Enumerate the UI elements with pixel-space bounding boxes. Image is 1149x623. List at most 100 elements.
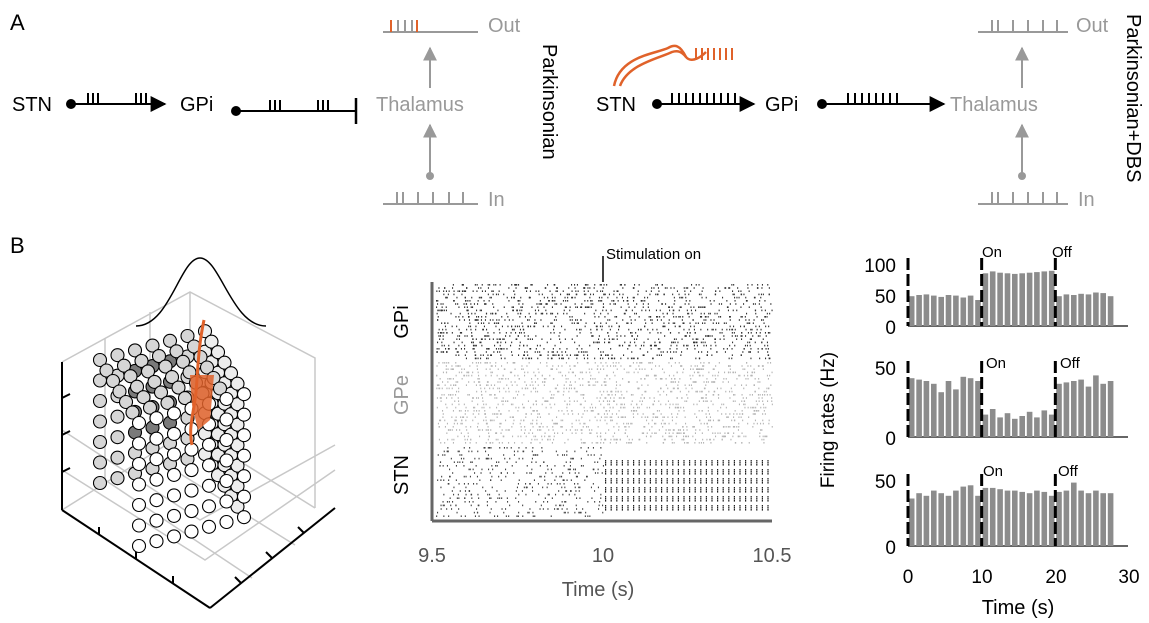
raster-spike bbox=[611, 325, 613, 328]
raster-spike bbox=[616, 368, 618, 370]
raster-spike bbox=[546, 426, 548, 428]
raster-spike bbox=[602, 357, 604, 360]
raster-spike bbox=[487, 426, 489, 428]
raster-spike bbox=[740, 306, 742, 308]
raster-spike bbox=[688, 316, 690, 318]
raster-spike bbox=[767, 348, 769, 350]
raster-spike bbox=[487, 287, 489, 289]
raster-spike bbox=[658, 429, 660, 431]
raster-spike bbox=[498, 387, 500, 390]
chart0-bar bbox=[982, 273, 989, 326]
raster-spike bbox=[740, 290, 742, 292]
raster-spike bbox=[644, 319, 646, 321]
raster-spike bbox=[767, 464, 769, 466]
raster-spike bbox=[517, 483, 519, 485]
raster-spike bbox=[473, 406, 475, 409]
raster-spike bbox=[534, 381, 536, 383]
raster-spike bbox=[703, 306, 705, 308]
raster-spike bbox=[752, 371, 754, 374]
raster-spike bbox=[692, 435, 694, 438]
raster-spike bbox=[527, 371, 529, 374]
raster-spike bbox=[536, 344, 538, 347]
raster-spike bbox=[762, 413, 764, 415]
raster-spike bbox=[436, 384, 438, 386]
raster-spike bbox=[501, 400, 503, 402]
firing-rate-charts: Firing rates (Hz) 0 50 100 On Off 0 50 O… bbox=[818, 244, 1140, 619]
raster-spike bbox=[725, 406, 727, 409]
chart2-bar bbox=[938, 493, 944, 546]
chart1-bar bbox=[908, 378, 915, 437]
raster-spike bbox=[756, 410, 758, 412]
raster-spike bbox=[458, 403, 460, 406]
raster-spike bbox=[694, 365, 696, 367]
raster-spike bbox=[597, 413, 599, 415]
raster-spike bbox=[608, 293, 610, 296]
raster-spike bbox=[551, 306, 553, 308]
raster-spike bbox=[616, 482, 618, 484]
raster-spike bbox=[733, 284, 735, 286]
raster-spike bbox=[531, 284, 533, 286]
raster-spike bbox=[522, 457, 524, 460]
raster-spike bbox=[634, 284, 636, 286]
raster-spike bbox=[707, 328, 709, 331]
raster-spike bbox=[611, 338, 613, 340]
raster-spike bbox=[693, 381, 695, 383]
raster-spike bbox=[714, 432, 716, 434]
raster-spike bbox=[665, 432, 667, 434]
raster-spike bbox=[492, 319, 494, 321]
raster-spike bbox=[695, 381, 697, 383]
raster-spike bbox=[482, 486, 484, 489]
raster-spike bbox=[626, 309, 628, 312]
raster-spike bbox=[620, 357, 622, 360]
raster-spike bbox=[521, 490, 523, 492]
raster-spike bbox=[529, 508, 531, 510]
raster-spike bbox=[515, 390, 517, 393]
raster-spike bbox=[544, 497, 546, 499]
raster-spike bbox=[756, 422, 758, 425]
raster-spike bbox=[742, 397, 744, 399]
raster-spike bbox=[733, 496, 735, 498]
raster-spike bbox=[675, 403, 677, 406]
raster-spike bbox=[534, 319, 536, 321]
raster-spike bbox=[572, 413, 574, 415]
raster-spike bbox=[732, 426, 734, 428]
raster-spike bbox=[539, 362, 541, 364]
raster-spike bbox=[692, 381, 694, 383]
raster-spike bbox=[536, 422, 538, 425]
neuron-sphere bbox=[201, 437, 217, 452]
raster-spike bbox=[727, 432, 729, 434]
neuron-sphere bbox=[166, 467, 182, 482]
raster-spike bbox=[483, 447, 485, 449]
raster-spike bbox=[739, 509, 741, 511]
raster-spike bbox=[610, 397, 612, 399]
raster-spike bbox=[651, 368, 653, 370]
chart0-bar bbox=[908, 296, 915, 326]
raster-spike bbox=[744, 316, 746, 318]
raster-spike bbox=[605, 462, 607, 464]
raster-spike bbox=[536, 410, 538, 412]
raster-spike bbox=[733, 491, 735, 493]
raster-spike bbox=[506, 312, 508, 315]
raster-spike bbox=[605, 460, 607, 462]
raster-spike bbox=[672, 312, 674, 315]
raster-spike bbox=[564, 306, 566, 308]
raster-spike bbox=[485, 490, 487, 492]
raster-spike bbox=[669, 309, 671, 312]
raster-spike bbox=[739, 491, 741, 493]
raster-spike bbox=[750, 507, 752, 509]
raster-spike bbox=[509, 371, 511, 374]
raster-spike bbox=[700, 487, 702, 489]
neuron-sphere bbox=[217, 355, 232, 370]
raster-spike bbox=[501, 365, 503, 367]
chart2-on-label: On bbox=[983, 463, 1003, 480]
raster-spike bbox=[616, 290, 618, 292]
raster-spike bbox=[687, 397, 689, 399]
raster-spike bbox=[543, 461, 545, 463]
raster-spike bbox=[461, 454, 463, 456]
raster-spike bbox=[498, 328, 500, 331]
raster-spike bbox=[553, 284, 555, 286]
raster-spike bbox=[745, 500, 747, 502]
raster-spike bbox=[674, 362, 676, 364]
raster-spike bbox=[472, 338, 474, 340]
raster-spike bbox=[547, 468, 549, 471]
